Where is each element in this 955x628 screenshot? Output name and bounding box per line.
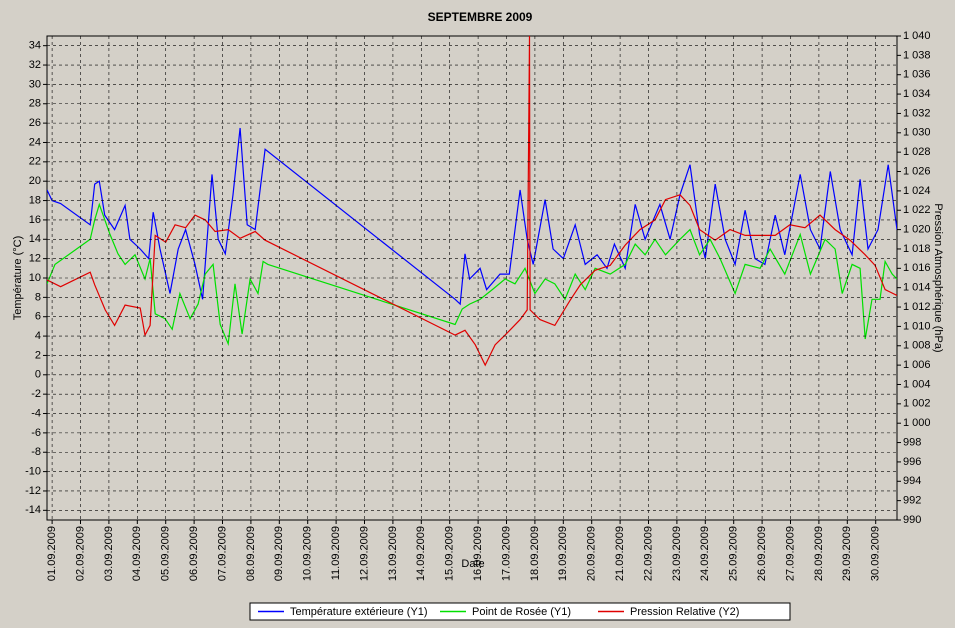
x-tick-label: 05.09.2009 — [160, 526, 172, 581]
chart-title: SEPTEMBRE 2009 — [428, 10, 533, 24]
x-tick-label: 15.09.2009 — [444, 526, 456, 581]
y2-tick-label: 1 014 — [903, 282, 931, 294]
y2-tick-label: 1 002 — [903, 398, 931, 410]
x-tick-label: 16.09.2009 — [472, 526, 484, 581]
x-tick-label: 04.09.2009 — [131, 526, 143, 581]
y-tick-label: 14 — [29, 233, 41, 245]
plot-lines — [47, 36, 897, 367]
x-tick-label: 08.09.2009 — [245, 526, 257, 581]
y2-tick-label: 1 032 — [903, 107, 931, 119]
y2-tick-label: 1 028 — [903, 146, 931, 158]
y2-tick-label: 1 036 — [903, 69, 931, 81]
x-tick-label: 09.09.2009 — [273, 526, 285, 581]
x-tick-label: 14.09.2009 — [415, 526, 427, 581]
x-tick-label: 10.09.2009 — [302, 526, 314, 581]
y2-tick-label: 1 034 — [903, 88, 931, 100]
y2-tick-label: 1 016 — [903, 262, 931, 274]
y2-tick-label: 990 — [903, 514, 921, 526]
legend-label: Pression Relative (Y2) — [630, 606, 739, 618]
x-tick-label: 01.09.2009 — [46, 526, 58, 581]
y-tick-label: 18 — [29, 194, 41, 206]
x-tick-label: 17.09.2009 — [500, 526, 512, 581]
x-tick-label: 07.09.2009 — [216, 526, 228, 581]
y2-tick-label: 1 022 — [903, 204, 931, 216]
y-tick-label: -10 — [25, 466, 41, 478]
y-tick-label: 10 — [29, 272, 41, 284]
y2-tick-label: 1 020 — [903, 224, 931, 236]
y-tick-label: 32 — [29, 59, 41, 71]
y-tick-label: -6 — [31, 427, 41, 439]
y-tick-label: 20 — [29, 175, 41, 187]
x-tick-label: 28.09.2009 — [813, 526, 825, 581]
y-tick-label: 24 — [29, 136, 41, 148]
x-tick-label: 27.09.2009 — [784, 526, 796, 581]
x-tick-label: 30.09.2009 — [870, 526, 882, 581]
y2-tick-label: 1 000 — [903, 417, 931, 429]
y-tick-label: 16 — [29, 214, 41, 226]
y-tick-label: -12 — [25, 485, 41, 497]
x-tick-label: 11.09.2009 — [330, 526, 342, 580]
x-tick-label: 25.09.2009 — [728, 526, 740, 581]
series-line — [47, 202, 897, 347]
y-tick-label: -4 — [31, 407, 41, 419]
y-tick-label: 26 — [29, 117, 41, 129]
x-tick-label: 22.09.2009 — [642, 526, 654, 581]
x-tick-label: 13.09.2009 — [387, 526, 399, 581]
y2-tick-label: 1 008 — [903, 340, 931, 352]
x-tick-label: 23.09.2009 — [671, 526, 683, 581]
y-axis-label: Température (°C) — [12, 236, 24, 320]
y-tick-label: 0 — [35, 369, 41, 381]
y-tick-label: 28 — [29, 98, 41, 110]
y-tick-label: 22 — [29, 156, 41, 168]
y2-tick-label: 996 — [903, 456, 921, 468]
x-tick-label: 26.09.2009 — [756, 526, 768, 581]
y2-tick-label: 1 004 — [903, 378, 931, 390]
y-tick-label: 2 — [35, 349, 41, 361]
series-line — [47, 36, 897, 367]
y2-tick-label: 1 024 — [903, 185, 931, 197]
y2-tick-label: 992 — [903, 495, 921, 507]
y2-tick-label: 1 038 — [903, 49, 931, 61]
legend-label: Température extérieure (Y1) — [290, 606, 428, 618]
y2-tick-label: 1 006 — [903, 359, 931, 371]
y2-tick-label: 1 040 — [903, 30, 931, 42]
x-tick-label: 19.09.2009 — [557, 526, 569, 581]
x-tick-label: 29.09.2009 — [841, 526, 853, 581]
x-tick-label: 03.09.2009 — [103, 526, 115, 581]
y2-tick-label: 998 — [903, 436, 921, 448]
y-tick-label: 34 — [29, 40, 41, 52]
y2-tick-label: 1 026 — [903, 165, 931, 177]
x-tick-label: 18.09.2009 — [529, 526, 541, 581]
x-axis-label: Date — [461, 558, 484, 570]
y-tick-label: 6 — [35, 311, 41, 323]
y-tick-label: 8 — [35, 291, 41, 303]
y-tick-label: -8 — [31, 446, 41, 458]
x-tick-label: 06.09.2009 — [188, 526, 200, 581]
y-tick-label: 12 — [29, 253, 41, 265]
y-tick-label: 4 — [35, 330, 41, 342]
x-tick-label: 02.09.2009 — [74, 526, 86, 581]
y2-tick-label: 1 030 — [903, 127, 931, 139]
x-tick-label: 24.09.2009 — [699, 526, 711, 581]
legend — [249, 602, 791, 621]
y-tick-label: -2 — [31, 388, 41, 400]
y2-tick-label: 1 012 — [903, 301, 931, 313]
y2-axis-label: Pression Atmosphérique (hPa) — [932, 203, 944, 352]
x-tick-label: 21.09.2009 — [614, 526, 626, 581]
x-tick-label: 12.09.2009 — [358, 526, 370, 581]
y2-tick-label: 1 018 — [903, 243, 931, 255]
x-tick-label: 20.09.2009 — [586, 526, 598, 581]
y-tick-label: -14 — [25, 504, 41, 516]
y-tick-label: 30 — [29, 78, 41, 90]
y2-tick-label: 994 — [903, 475, 921, 487]
legend-label: Point de Rosée (Y1) — [472, 606, 571, 618]
y2-tick-label: 1 010 — [903, 320, 931, 332]
